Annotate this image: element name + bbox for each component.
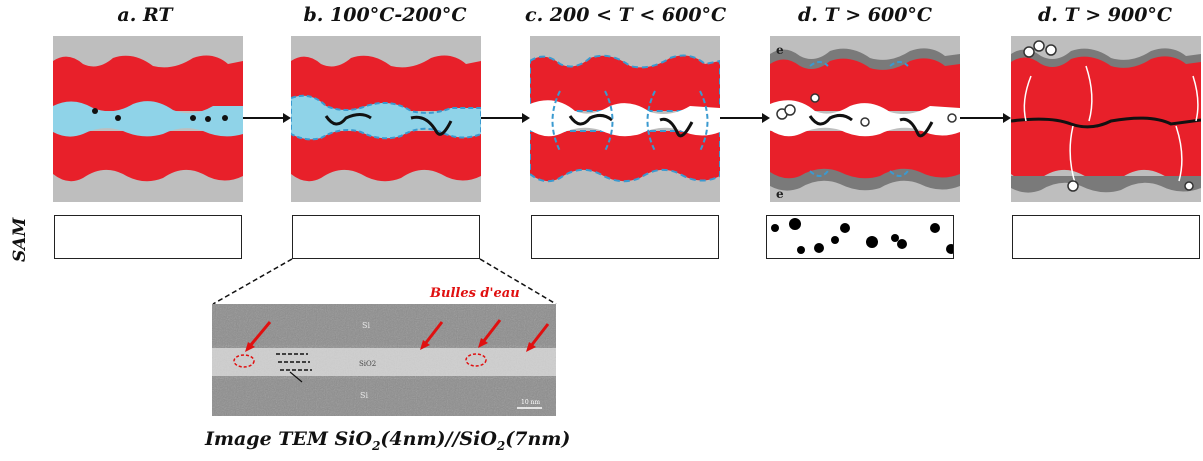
electron-label-top: e	[776, 43, 784, 57]
bubbles-label: Bulles d'eau	[430, 286, 520, 301]
stage-title-d1: d. T > 600°C	[797, 4, 933, 26]
stage-title-a: a. RT	[117, 4, 173, 26]
sam-box-b	[292, 215, 480, 259]
tem-image: Si SiO2 Si 10 nm	[212, 304, 556, 416]
tem-oxide-label: SiO2	[359, 360, 376, 368]
stage-title-c: c. 200 < T < 600°C	[525, 4, 727, 26]
stage-title-d2: d. T > 900°C	[1037, 4, 1173, 26]
sam-box-d2	[1012, 215, 1200, 259]
sam-box-c	[531, 215, 719, 259]
panel-stage-d1: e e	[770, 36, 960, 202]
tem-scale-label: 10 nm	[521, 399, 540, 406]
panel-stage-b	[291, 36, 481, 202]
arrow-d1-to-d2	[960, 113, 1011, 123]
tem-si-top-label: Si	[362, 321, 370, 330]
tem-caption: Image TEM SiO2(4nm)//SiO2(7nm)	[205, 428, 571, 453]
arrow-c-to-d1	[720, 113, 770, 123]
sam-box-a	[54, 215, 242, 259]
panel-stage-c	[530, 36, 720, 202]
sam-box-d1	[766, 215, 956, 259]
tem-si-bottom-label: Si	[360, 391, 368, 400]
panel-stage-d2	[1011, 36, 1201, 202]
stage-title-b: b. 100°C-200°C	[303, 4, 467, 26]
arrow-b-to-c	[481, 113, 530, 123]
panel-stage-a	[53, 36, 243, 202]
arrow-a-to-b	[243, 113, 291, 123]
electron-label-bottom: e	[776, 187, 784, 201]
